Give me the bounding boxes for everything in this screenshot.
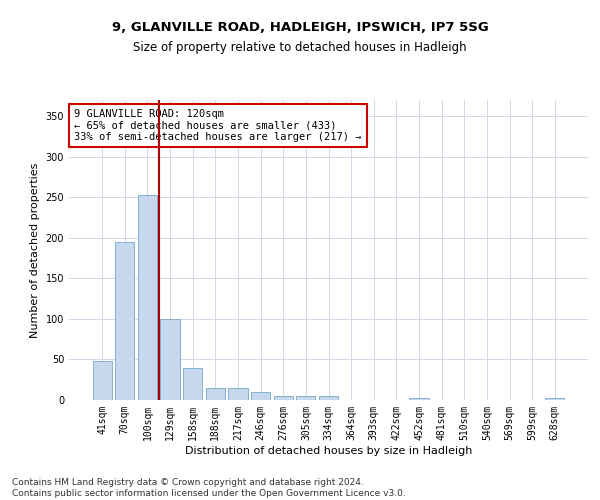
Bar xyxy=(251,392,270,400)
Text: Size of property relative to detached houses in Hadleigh: Size of property relative to detached ho… xyxy=(133,41,467,54)
Bar xyxy=(183,368,202,400)
Bar xyxy=(92,361,112,400)
Bar xyxy=(229,388,248,400)
Text: 9, GLANVILLE ROAD, HADLEIGH, IPSWICH, IP7 5SG: 9, GLANVILLE ROAD, HADLEIGH, IPSWICH, IP… xyxy=(112,21,488,34)
Text: Contains HM Land Registry data © Crown copyright and database right 2024.
Contai: Contains HM Land Registry data © Crown c… xyxy=(12,478,406,498)
Bar xyxy=(409,398,428,400)
Y-axis label: Number of detached properties: Number of detached properties xyxy=(30,162,40,338)
Bar xyxy=(206,388,225,400)
Bar xyxy=(115,242,134,400)
Bar xyxy=(319,396,338,400)
Bar xyxy=(296,396,316,400)
Bar xyxy=(274,396,293,400)
X-axis label: Distribution of detached houses by size in Hadleigh: Distribution of detached houses by size … xyxy=(185,446,472,456)
Bar xyxy=(160,319,180,400)
Text: 9 GLANVILLE ROAD: 120sqm
← 65% of detached houses are smaller (433)
33% of semi-: 9 GLANVILLE ROAD: 120sqm ← 65% of detach… xyxy=(74,109,362,142)
Bar xyxy=(545,398,565,400)
Bar xyxy=(138,195,157,400)
